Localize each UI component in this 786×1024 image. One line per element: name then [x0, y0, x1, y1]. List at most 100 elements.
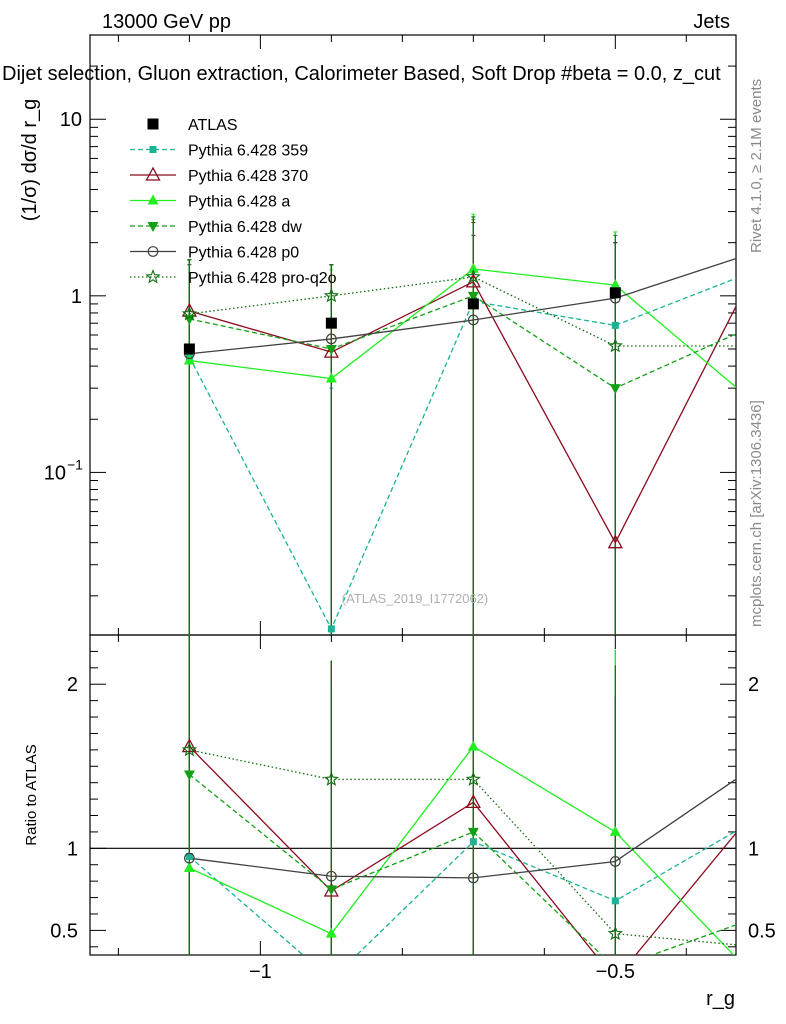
series-point	[465, 268, 481, 284]
watermark: (ATLAS_2019_I1772062)	[342, 591, 488, 606]
ratio-point	[752, 974, 763, 984]
error-bars	[187, 213, 618, 955]
ratio-series-line	[189, 745, 735, 955]
data-point	[752, 278, 763, 289]
ratio-lines	[188, 745, 736, 955]
series-point	[752, 320, 763, 330]
ratio-markers	[181, 738, 764, 984]
x-axis-label: r_g	[706, 988, 735, 1010]
ratio-point	[325, 870, 337, 882]
legend-label: Pythia 6.428 359	[188, 143, 308, 160]
ratio-point	[754, 815, 761, 822]
ratio-point	[609, 825, 621, 836]
legend-label: Pythia 6.428 p0	[188, 245, 299, 262]
ratio-tick-label: 2	[67, 674, 78, 696]
series-point	[467, 291, 479, 302]
ratio-point	[181, 738, 197, 753]
ratio-point	[323, 882, 339, 897]
y-tick-label: 10	[60, 109, 82, 131]
ratio-point	[467, 827, 479, 838]
series-point	[183, 354, 195, 365]
series-point	[325, 333, 337, 345]
legend-marker	[149, 146, 157, 153]
series-line	[189, 280, 736, 545]
legend-marker	[147, 246, 159, 257]
rivet-label: Rivet 4.1.0, ≥ 2.1M events	[748, 79, 765, 253]
ratio-frame	[89, 634, 737, 956]
data-point	[609, 287, 621, 299]
series-point	[323, 343, 339, 358]
ratio-point	[325, 885, 337, 896]
series-point	[467, 314, 479, 326]
main-frame	[89, 34, 737, 636]
legend-marker	[147, 194, 159, 205]
series-point	[323, 287, 339, 303]
ratio-tick-label: 2	[748, 674, 759, 696]
y-tick-label: 10	[44, 462, 66, 484]
process-label: Jets	[693, 11, 730, 33]
series-point	[754, 267, 761, 274]
series-point	[607, 337, 623, 353]
ratio-tick-label: 0.5	[748, 920, 776, 942]
series-line	[189, 268, 736, 389]
series-lines	[188, 257, 736, 955]
series-point	[181, 305, 198, 321]
ratio-series-line	[188, 746, 736, 955]
series-point	[607, 534, 623, 549]
series-line	[189, 257, 736, 355]
main-markers	[181, 258, 764, 633]
x-tick-label: −0.5	[596, 961, 635, 983]
ratio-point	[611, 897, 619, 905]
legend-label-data: ATLAS	[188, 117, 238, 134]
ratio-point	[607, 925, 623, 941]
ratio-series-line	[188, 773, 736, 955]
data-point	[325, 317, 337, 329]
legend: ATLAS Pythia 6.428 359 Pythia 6.428 370 Pyt…	[130, 117, 337, 287]
data-point	[467, 298, 479, 310]
ratio-point	[467, 740, 479, 751]
series-line	[188, 277, 736, 631]
y-axis-label-ratio: Ratio to ATLAS	[23, 744, 40, 845]
ratio-point	[181, 741, 198, 757]
series-point	[611, 321, 619, 329]
ratio-series-line	[189, 778, 736, 879]
series-point	[609, 384, 621, 395]
legend-label: Pythia 6.428 a	[188, 194, 290, 211]
ratio-tick-label: 0.5	[50, 920, 78, 942]
series-point	[325, 344, 337, 355]
ratio-point	[323, 771, 339, 786]
ratio-tick-label: 1	[67, 838, 78, 860]
x-tick-label: −1	[249, 961, 272, 983]
ratio-series-line	[189, 749, 736, 946]
main-lines	[188, 257, 736, 631]
legend-label: Pythia 6.428 dw	[188, 219, 302, 236]
ratio-tick-label: 1	[748, 838, 759, 860]
series-point	[467, 262, 479, 273]
ratio-point	[609, 856, 621, 867]
ratio-error-bars	[188, 635, 616, 955]
ratio-point	[752, 760, 762, 770]
legend-label: Pythia 6.428 pro-q2o	[188, 270, 337, 287]
data-point	[183, 343, 195, 355]
legend-marker-data	[147, 118, 159, 130]
series-line	[189, 295, 736, 389]
series-point	[183, 314, 195, 325]
ratio-point	[183, 852, 195, 864]
ratio-point	[183, 862, 195, 873]
y-tick-label: 1	[71, 286, 82, 308]
legend-marker	[147, 222, 159, 232]
y-tick-label-exponent: −1	[67, 456, 83, 472]
mcplots-label: mcplots.cern.ch [arXiv:1306.3436]	[748, 400, 765, 627]
ratio-point	[465, 794, 481, 809]
ratio-point	[185, 853, 193, 861]
ratio-point	[751, 800, 764, 812]
ratio-point	[325, 927, 337, 938]
ratio-point	[469, 838, 477, 846]
ratio-point	[328, 976, 335, 983]
ratio-point	[467, 872, 479, 884]
legend-label: Pythia 6.428 370	[188, 168, 308, 185]
series-point	[609, 279, 621, 290]
series-point	[751, 258, 764, 270]
